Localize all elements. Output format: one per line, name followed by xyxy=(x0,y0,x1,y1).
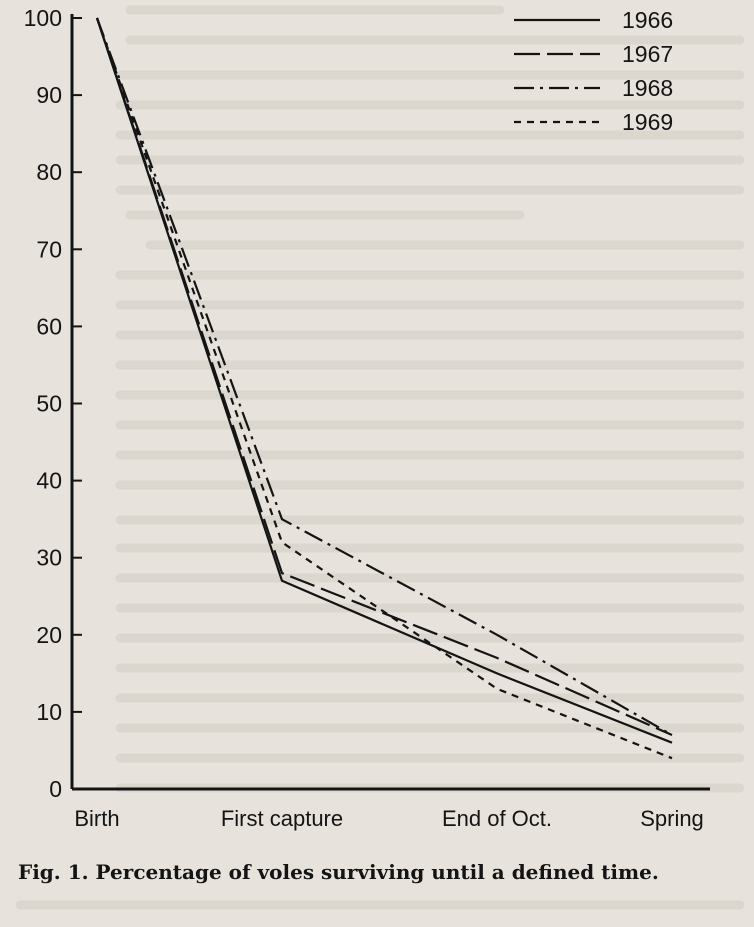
series-line-1969 xyxy=(95,17,673,760)
series-line-1967 xyxy=(95,17,673,737)
y-tick-label: 40 xyxy=(36,468,62,494)
legend-label-1967: 1967 xyxy=(622,41,673,67)
y-tick-label: 80 xyxy=(36,159,62,185)
x-axis-labels: Birth First capture End of Oct. Spring xyxy=(74,806,703,831)
figure-caption: Fig. 1. Percentage of voles surviving un… xyxy=(18,860,659,884)
y-tick-label: 90 xyxy=(36,82,62,108)
legend-label-1968: 1968 xyxy=(622,75,673,101)
series-lines xyxy=(95,17,673,760)
y-tick-label: 20 xyxy=(36,622,62,648)
chart-legend: 1966 1967 1968 1969 xyxy=(514,7,673,135)
y-tick-label: 10 xyxy=(36,699,62,725)
legend-label-1969: 1969 xyxy=(622,109,673,135)
y-tick-label: 100 xyxy=(24,5,62,31)
survival-line-chart: 0 10 20 30 40 50 60 70 80 90 100 Birth First captur… xyxy=(24,5,710,831)
legend-label-1966: 1966 xyxy=(622,7,673,33)
y-axis-ticks: 0 10 20 30 40 50 60 70 80 90 100 xyxy=(24,5,82,802)
y-tick-label: 60 xyxy=(36,313,62,339)
x-tick-label: First capture xyxy=(221,806,343,831)
chart-axes xyxy=(70,14,710,791)
y-tick-label: 30 xyxy=(36,545,62,571)
x-tick-label: Spring xyxy=(640,806,704,831)
y-tick-label: 0 xyxy=(49,776,62,802)
x-tick-label: End of Oct. xyxy=(442,806,552,831)
y-tick-label: 50 xyxy=(36,391,62,417)
x-tick-label: Birth xyxy=(74,806,119,831)
y-tick-label: 70 xyxy=(36,236,62,262)
series-line-1968 xyxy=(95,17,673,736)
series-line-1966 xyxy=(95,17,673,744)
